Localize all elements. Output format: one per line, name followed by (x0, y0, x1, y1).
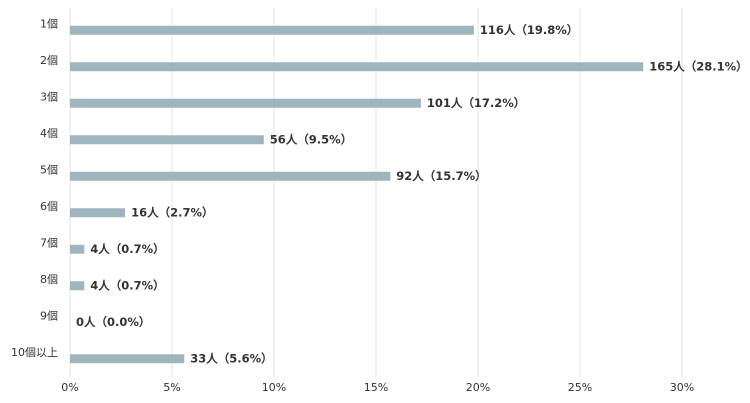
x-tick-label: 5% (163, 381, 180, 394)
x-tick-label: 10% (262, 381, 286, 394)
y-tick-label: 9個 (40, 309, 58, 322)
value-label: 116人（19.8%） (480, 23, 578, 37)
bar (70, 135, 264, 145)
bar (70, 354, 185, 364)
value-label: 33人（5.6%） (190, 351, 272, 365)
y-tick-label: 5個 (40, 163, 58, 176)
value-label: 16人（2.7%） (131, 205, 213, 219)
value-label: 56人（9.5%） (270, 132, 352, 146)
value-label: 92人（15.7%） (396, 169, 486, 183)
y-tick-label: 4個 (40, 127, 58, 140)
y-tick-label: 2個 (40, 54, 58, 67)
bar (70, 244, 85, 254)
bar (70, 208, 126, 218)
value-label: 0人（0.0%） (76, 315, 150, 329)
x-tick-label: 25% (568, 381, 592, 394)
value-label: 4人（0.7%） (90, 278, 164, 292)
y-tick-label: 6個 (40, 200, 58, 213)
bar (70, 281, 85, 291)
bar (70, 25, 474, 35)
y-tick-label: 3個 (40, 90, 58, 103)
y-tick-label: 1個 (40, 17, 58, 30)
bar (70, 98, 421, 108)
value-label: 4人（0.7%） (90, 242, 164, 256)
bar (70, 171, 391, 181)
y-tick-label: 8個 (40, 273, 58, 286)
x-tick-label: 0% (61, 381, 78, 394)
x-tick-label: 30% (670, 381, 694, 394)
x-tick-label: 20% (466, 381, 490, 394)
y-tick-label: 10個以上 (11, 346, 58, 359)
y-tick-label: 7個 (40, 236, 58, 249)
x-tick-label: 15% (364, 381, 388, 394)
value-label: 101人（17.2%） (427, 96, 525, 110)
value-label: 165人（28.1%） (649, 59, 747, 73)
bar (70, 62, 644, 72)
